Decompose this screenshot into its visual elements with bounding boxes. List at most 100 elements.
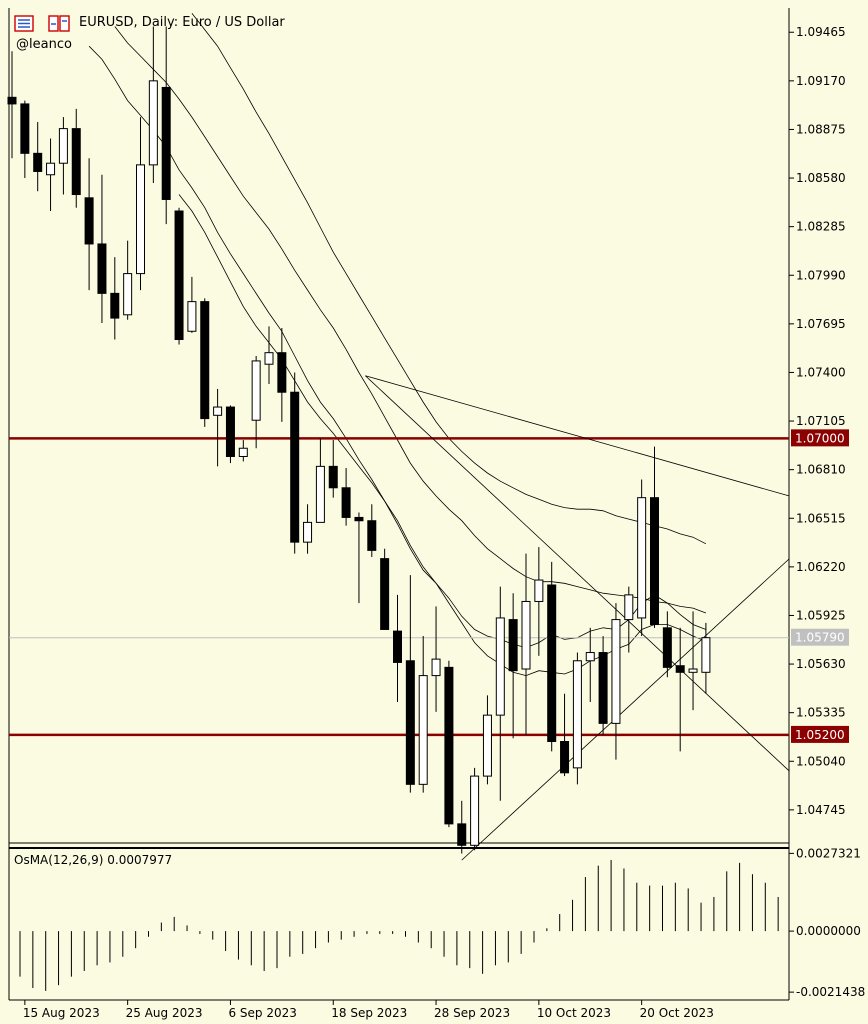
- bullish-candle-body: [238, 447, 248, 457]
- candle: [547, 561, 557, 752]
- candle: [136, 117, 145, 291]
- bearish-candle-body: [174, 210, 184, 341]
- candle: [624, 586, 634, 653]
- candle: [20, 100, 30, 179]
- bearish-candle-body: [662, 627, 672, 668]
- bullish-candle-body: [136, 164, 145, 275]
- bearish-candle-body: [97, 243, 107, 294]
- bearish-candle-body: [33, 152, 43, 172]
- candle: [560, 693, 570, 777]
- price-tick-label: 1.07400: [796, 365, 846, 379]
- level-price-label-bg: [791, 429, 849, 447]
- candle: [46, 138, 56, 211]
- candle: [251, 355, 261, 449]
- bullish-candle-body: [521, 600, 531, 670]
- price-tick-label: 1.09465: [796, 25, 846, 39]
- candle: [7, 51, 17, 159]
- price-tick-label: 1.05335: [796, 706, 846, 720]
- price-tick-label: 1.05925: [796, 608, 846, 622]
- candle: [148, 26, 158, 183]
- bearish-candle-body: [341, 487, 351, 518]
- price-tick-label: 1.09170: [796, 74, 846, 88]
- level-price-label-bg: [791, 725, 849, 743]
- bearish-candle-body: [675, 665, 685, 673]
- bullish-candle-body: [315, 465, 325, 523]
- candle: [457, 800, 467, 854]
- candle: [650, 446, 659, 628]
- candle: [225, 405, 235, 464]
- bearish-candle-body: [380, 558, 390, 630]
- price-tick-label: 1.04745: [796, 803, 846, 817]
- time-tick-label: 6 Sep 2023: [228, 1006, 296, 1020]
- candle: [611, 603, 621, 760]
- candle: [662, 611, 672, 678]
- bullish-candle-body: [431, 658, 441, 677]
- candle: [637, 479, 647, 637]
- candle: [585, 627, 595, 702]
- bearish-candle-body: [290, 391, 300, 543]
- stacked-lines-icon[interactable]: [14, 15, 34, 33]
- price-tick-label: 1.07105: [796, 414, 846, 428]
- bearish-candle-body: [161, 86, 171, 200]
- bullish-candle-body: [251, 360, 261, 421]
- bullish-candle-body: [572, 660, 582, 769]
- candle: [315, 438, 325, 523]
- author-label: @leanco: [16, 37, 72, 52]
- bearish-candle-body: [110, 292, 120, 319]
- bullish-candle-body: [534, 579, 544, 602]
- bearish-candle-body: [328, 465, 338, 489]
- bearish-candle-body: [7, 96, 17, 105]
- moving-average-line: [114, 26, 707, 614]
- time-tick-label: 20 Oct 2023: [640, 1006, 714, 1020]
- price-tick-label: 1.05040: [796, 754, 846, 768]
- chart-header: EURUSD, Daily: Euro / US Dollar @leanco: [14, 13, 314, 53]
- bullish-candle-body: [637, 497, 647, 619]
- bullish-candle-body: [585, 652, 595, 662]
- time-tick-label: 18 Sep 2023: [331, 1006, 407, 1020]
- candle: [482, 695, 492, 785]
- bullish-candle-body: [470, 775, 480, 846]
- axes: 1.09465 1.09170 1.08875 1.08580 1.08285 1.079…: [23, 25, 865, 1020]
- trendline[interactable]: [365, 375, 790, 772]
- bearish-candle-body: [444, 666, 454, 825]
- candle: [187, 276, 197, 333]
- bullish-candle-body: [303, 521, 313, 543]
- symbol-title: EURUSD, Daily: Euro / US Dollar: [79, 15, 285, 30]
- time-tick-label: 28 Sep 2023: [434, 1006, 510, 1020]
- candle: [675, 627, 685, 752]
- candle: [572, 652, 582, 785]
- price-tick-label: 1.06220: [796, 560, 846, 574]
- candle: [431, 606, 441, 712]
- bearish-candle-body: [598, 652, 608, 724]
- bearish-candle-body: [225, 406, 235, 457]
- candle: [701, 622, 711, 694]
- bearish-candle-body: [71, 128, 81, 196]
- candle: [110, 257, 120, 340]
- trendline[interactable]: [365, 375, 790, 497]
- bullish-candle-body: [482, 714, 492, 777]
- bearish-candle-body: [393, 630, 402, 663]
- osma-title: OsMA(12,26,9) 0.0007977: [14, 853, 172, 867]
- bearish-candle-body: [277, 352, 287, 393]
- candle: [341, 468, 351, 526]
- price-tick-label: 1.05630: [796, 657, 846, 671]
- window-pair-icon[interactable]: [48, 15, 70, 33]
- bullish-candle-body: [148, 80, 158, 166]
- candle: [213, 388, 223, 467]
- price-tick-label: 1.07695: [796, 317, 846, 331]
- bullish-candle-body: [611, 619, 621, 724]
- bearish-candle-body: [560, 741, 570, 774]
- candle: [290, 372, 300, 554]
- bullish-candle-body: [688, 668, 698, 673]
- candle: [238, 440, 248, 462]
- candle: [380, 548, 390, 630]
- candle: [367, 504, 377, 557]
- price-tick-label: 1.06515: [796, 511, 846, 525]
- bearish-candle-body: [354, 516, 364, 522]
- candle: [534, 547, 544, 656]
- trendline[interactable]: [461, 558, 790, 861]
- time-tick-label: 10 Oct 2023: [537, 1006, 611, 1020]
- candle: [84, 158, 94, 291]
- bullish-candle-body: [213, 406, 223, 416]
